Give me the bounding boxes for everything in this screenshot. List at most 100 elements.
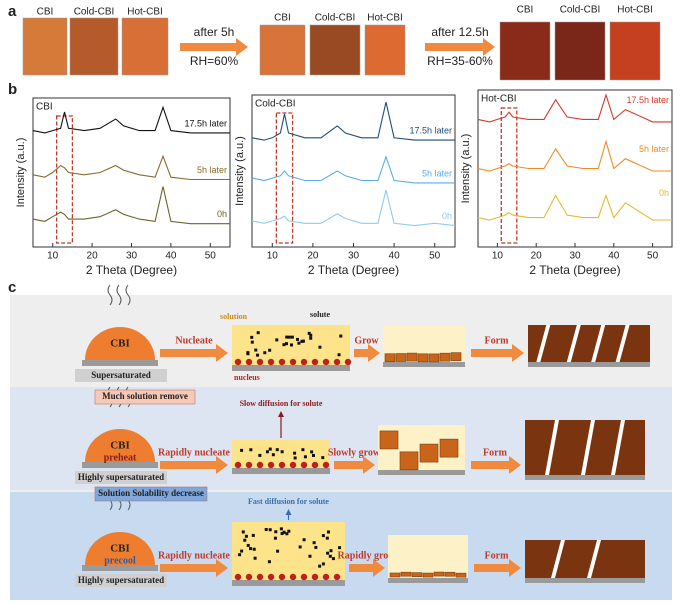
solute-dot	[251, 533, 255, 537]
substrate	[232, 580, 345, 586]
substrate	[82, 462, 158, 468]
xrd-line	[251, 189, 456, 227]
step-label: Nucleate	[175, 335, 213, 346]
solute-dot	[290, 335, 294, 339]
crack	[591, 325, 606, 362]
crack	[566, 325, 581, 362]
solute-dot	[253, 556, 257, 560]
solute-dot	[285, 532, 289, 536]
dome-label: CBI	[110, 338, 130, 350]
nucleus-dot	[311, 358, 319, 366]
series-label: 17.5h later	[409, 126, 452, 136]
nucleus-dot	[234, 461, 242, 469]
annotation: solution	[220, 312, 248, 321]
step-label: Rapidly nucleate	[158, 447, 231, 458]
arrow-shaft	[180, 43, 238, 51]
nucleus-dot	[256, 358, 264, 366]
x-tick-label: 10	[47, 251, 59, 262]
arrow-shaft	[349, 564, 375, 572]
solute-dot	[241, 530, 245, 534]
solute-dot	[339, 334, 343, 338]
solute-dot	[295, 337, 299, 341]
chart-title: CBI	[36, 102, 53, 113]
solute-dot	[265, 450, 269, 454]
solute-dot	[275, 448, 279, 452]
plot-frame	[477, 89, 673, 248]
crystal	[455, 572, 467, 578]
solute-dot	[337, 353, 341, 357]
sample-photo	[499, 21, 551, 81]
arrow-shaft	[425, 43, 485, 51]
solute-dot	[293, 456, 297, 460]
x-tick-label: 30	[569, 251, 581, 262]
annotation: solute	[310, 310, 330, 319]
nucleus-dot	[267, 358, 275, 366]
x-tick-label: 30	[348, 251, 360, 262]
x-tick-label: 10	[267, 251, 279, 262]
x-tick-label: 50	[429, 251, 441, 262]
x-tick-label: 20	[307, 251, 319, 262]
crystal	[389, 572, 401, 578]
crystal	[419, 443, 439, 463]
solute-dot	[280, 450, 284, 454]
solute-dot	[250, 340, 254, 344]
annotation: Slow diffusion for solute	[240, 399, 323, 408]
solute-dot	[271, 453, 275, 457]
x-tick-label: 40	[165, 251, 177, 262]
solute-dot	[282, 343, 286, 347]
arrow-label: after 12.5h	[431, 25, 488, 39]
film	[525, 540, 645, 578]
crystal	[450, 352, 462, 361]
nucleus-dot	[245, 573, 253, 581]
nucleus-dot	[300, 573, 308, 581]
solute-dot	[308, 554, 312, 558]
x-tick-label: 50	[647, 251, 659, 262]
crystal	[428, 353, 440, 363]
arrow-label: RH=60%	[190, 54, 239, 68]
solute-dot	[326, 551, 330, 555]
solute-dot	[307, 331, 311, 335]
solute-dot	[246, 543, 250, 547]
heat-wave	[125, 284, 131, 306]
photo-label: Cold-CBI	[560, 5, 601, 16]
solute-dot	[249, 547, 253, 551]
series-label: 5h later	[197, 165, 227, 175]
arrow-shaft	[471, 461, 511, 469]
crystal	[433, 571, 445, 577]
solute-dot	[321, 456, 325, 460]
arrow-shaft	[354, 349, 370, 357]
series-label: 17.5h later	[184, 118, 227, 128]
solute-dot	[297, 341, 301, 345]
photo-label: CBI	[517, 5, 534, 16]
annotation: nucleus	[234, 373, 260, 382]
solute-dot	[268, 528, 272, 532]
solute-dot	[310, 450, 314, 454]
xrd-line	[32, 186, 230, 225]
solute-dot	[246, 352, 250, 356]
solute-dot	[238, 553, 242, 557]
step-label: Grow	[354, 335, 379, 346]
solute-dot	[284, 342, 288, 346]
step-label: Form	[485, 335, 510, 346]
solute-dot	[258, 453, 262, 457]
x-tick-label: 30	[126, 251, 138, 262]
solute-dot	[326, 530, 330, 534]
solute-dot	[275, 338, 279, 342]
heat-wave	[107, 284, 113, 306]
nucleus-dot	[289, 573, 297, 581]
solute-dot	[311, 453, 315, 457]
crystal	[444, 571, 456, 577]
dome	[85, 429, 155, 462]
crack	[581, 420, 595, 475]
solute-dot	[287, 335, 291, 339]
xrd-line	[32, 154, 230, 181]
crystal	[400, 571, 412, 577]
crystal	[422, 572, 434, 578]
solute-dot	[249, 448, 253, 452]
nucleus-dot	[322, 573, 330, 581]
y-axis-label: Intensity (a.u.)	[234, 136, 246, 206]
sample-photo	[69, 17, 119, 76]
state-label: Highly supersaturated	[78, 575, 164, 585]
crystal	[411, 572, 423, 577]
